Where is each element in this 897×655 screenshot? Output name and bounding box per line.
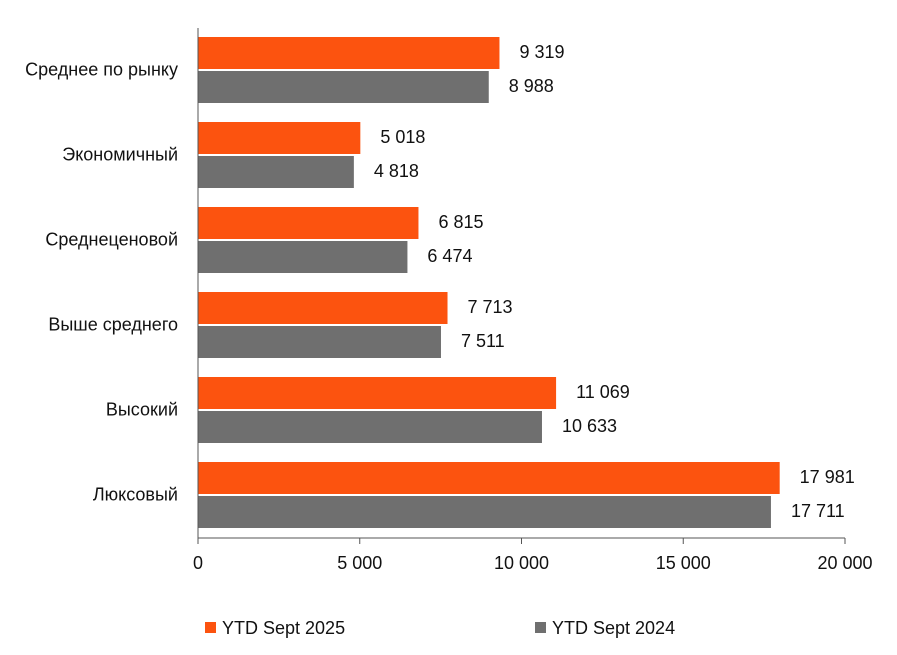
value-label: 4 818 — [374, 161, 419, 181]
value-label: 6 815 — [438, 212, 483, 232]
bar — [198, 207, 419, 239]
y-tick-label: Люксовый — [93, 484, 178, 504]
bar — [198, 241, 408, 273]
x-tick-label: 0 — [193, 553, 203, 573]
bar — [198, 326, 441, 358]
y-tick-label: Экономичный — [62, 144, 178, 164]
value-label: 5 018 — [380, 127, 425, 147]
bar — [198, 377, 557, 409]
value-label: 7 713 — [468, 297, 513, 317]
bar — [198, 37, 500, 69]
value-label: 8 988 — [509, 76, 554, 96]
x-tick-label: 10 000 — [494, 553, 549, 573]
value-label: 10 633 — [562, 416, 617, 436]
legend-swatch — [205, 622, 216, 633]
x-tick-label: 5 000 — [337, 553, 382, 573]
legend-swatch — [535, 622, 546, 633]
bar — [198, 71, 489, 103]
value-label: 6 474 — [427, 246, 472, 266]
x-tick-label: 20 000 — [817, 553, 872, 573]
y-tick-label: Высокий — [106, 399, 178, 419]
bar — [198, 156, 354, 188]
value-label: 11 069 — [576, 382, 630, 402]
value-label: 9 319 — [519, 42, 564, 62]
value-label: 17 711 — [791, 501, 845, 521]
y-tick-label: Среднеценовой — [45, 229, 178, 249]
x-tick-label: 15 000 — [656, 553, 711, 573]
bar — [198, 122, 361, 154]
legend-label: YTD Sept 2024 — [552, 618, 675, 638]
bar — [198, 411, 542, 443]
legend-label: YTD Sept 2025 — [222, 618, 345, 638]
y-tick-label: Выше среднего — [48, 314, 178, 334]
y-tick-label: Среднее по рынку — [25, 59, 178, 79]
value-label: 7 511 — [461, 331, 505, 351]
bar — [198, 462, 780, 494]
bar — [198, 292, 448, 324]
value-label: 17 981 — [800, 467, 855, 487]
bar — [198, 496, 771, 528]
